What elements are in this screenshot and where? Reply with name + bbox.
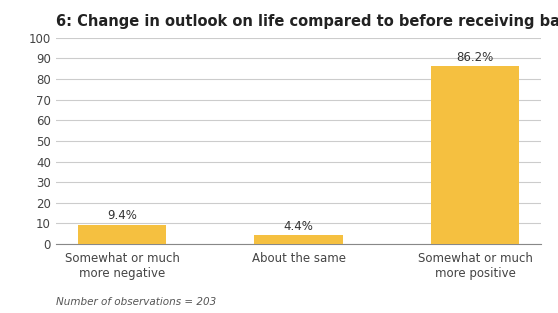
Text: 6: Change in outlook on life compared to before receiving basic income: 6: Change in outlook on life compared to… bbox=[56, 14, 558, 29]
Text: 4.4%: 4.4% bbox=[283, 220, 314, 233]
Bar bbox=[78, 225, 166, 244]
Text: 9.4%: 9.4% bbox=[107, 209, 137, 222]
Bar bbox=[431, 66, 519, 244]
Bar bbox=[254, 235, 343, 244]
Text: 86.2%: 86.2% bbox=[456, 51, 494, 64]
Text: Number of observations = 203: Number of observations = 203 bbox=[56, 297, 216, 307]
